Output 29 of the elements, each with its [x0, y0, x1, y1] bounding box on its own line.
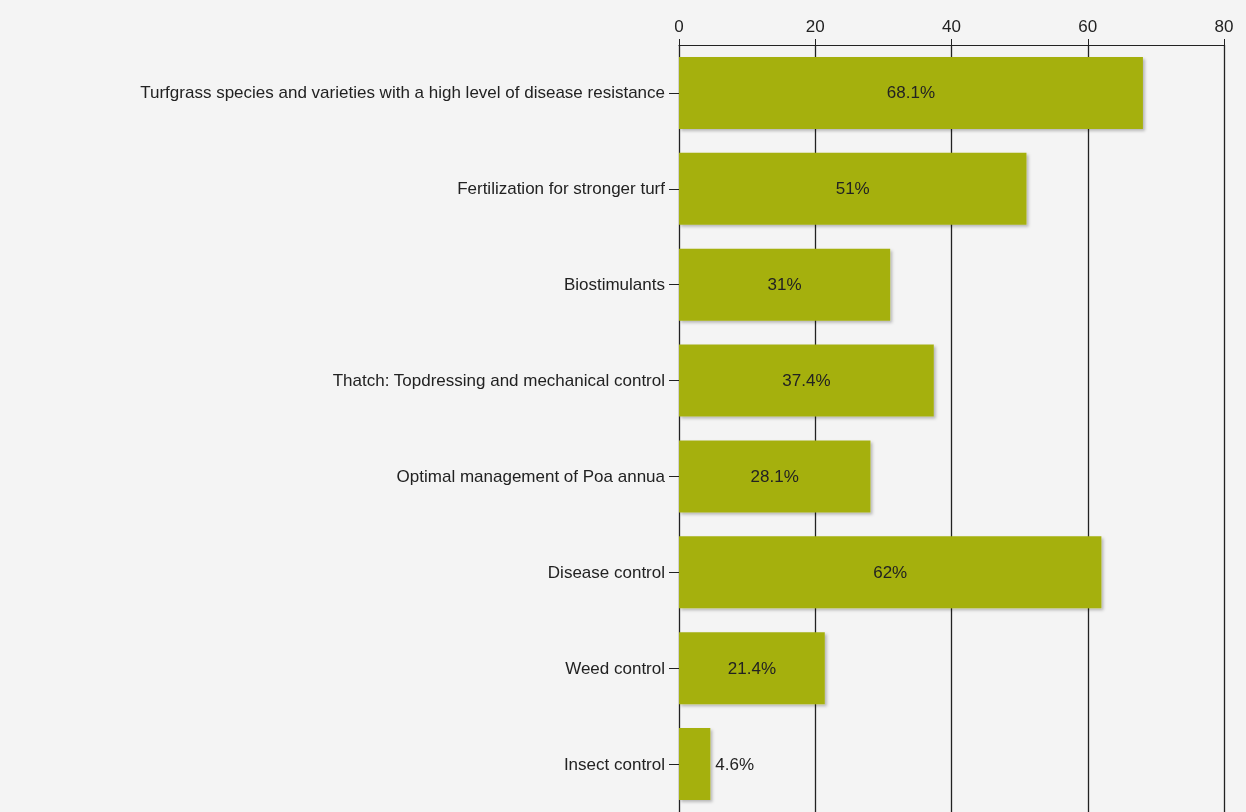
data-label: 68.1%: [886, 83, 936, 103]
data-label: 31%: [767, 275, 802, 295]
y-tick-label: Weed control: [565, 658, 665, 678]
x-tick-label: 80: [1214, 17, 1234, 36]
data-label: 4.6%: [715, 754, 755, 774]
x-tick-label: 20: [805, 17, 825, 36]
bar: [679, 248, 891, 321]
bar: [679, 344, 934, 417]
y-tick-label: Thatch: Topdressing and mechanical control: [332, 371, 665, 391]
bar: [679, 152, 1027, 225]
y-tick-label: Biostimulants: [563, 275, 665, 295]
data-label: 21.4%: [727, 658, 776, 678]
bar: [679, 440, 871, 513]
bar: [679, 728, 711, 801]
bar: [679, 632, 825, 705]
x-tick-label: 60: [1078, 17, 1098, 36]
data-label: 62%: [873, 562, 908, 582]
data-label: 28.1%: [750, 466, 799, 486]
y-tick-label: Disease control: [547, 562, 665, 582]
bar: [679, 536, 1102, 609]
y-tick-label: Turfgrass species and varieties with a high level of disease resistance: [140, 83, 665, 103]
bar: [679, 56, 1143, 129]
x-tick-label: 0: [674, 17, 684, 36]
y-tick-label: Insect control: [563, 754, 665, 774]
y-tick-label: Fertilization for stronger turf: [457, 179, 666, 199]
data-label: 51%: [835, 179, 870, 199]
data-label: 37.4%: [782, 371, 831, 391]
x-tick-label: 40: [942, 17, 961, 36]
y-tick-label: Optimal management of Poa annua: [396, 466, 666, 486]
